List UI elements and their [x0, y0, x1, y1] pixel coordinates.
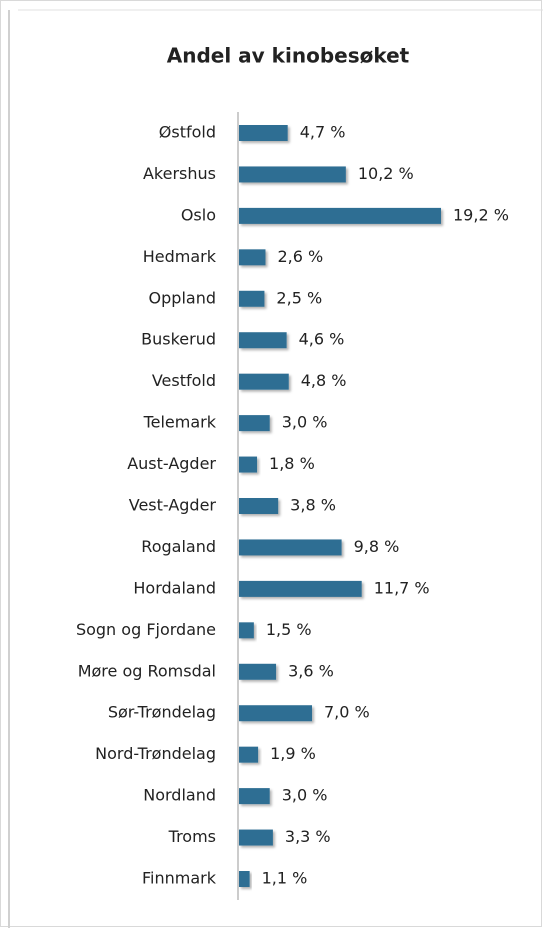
- bar: [239, 580, 362, 597]
- category-label: Oppland: [149, 288, 216, 307]
- category-label: Vest-Agder: [129, 496, 217, 515]
- bar: [239, 166, 346, 183]
- bar: [239, 705, 313, 722]
- bar: [239, 871, 250, 887]
- value-label: 3,8 %: [290, 496, 336, 515]
- bar: [239, 249, 266, 266]
- category-label: Oslo: [181, 205, 216, 224]
- value-label: 1,9 %: [270, 744, 316, 763]
- bar: [239, 332, 287, 349]
- bar: [239, 788, 270, 805]
- category-label: Hordaland: [133, 578, 216, 597]
- bar: [239, 622, 254, 639]
- bar: [239, 207, 441, 224]
- category-label: Møre og Romsdal: [78, 661, 216, 680]
- bar: [239, 663, 277, 680]
- value-label: 4,8 %: [301, 371, 347, 390]
- value-label: 3,0 %: [282, 413, 328, 432]
- value-label: 4,6 %: [299, 330, 345, 349]
- value-label: 1,5 %: [266, 620, 312, 639]
- bar: [239, 746, 259, 763]
- category-label: Hedmark: [143, 247, 217, 266]
- bar: [239, 498, 279, 514]
- value-label: 9,8 %: [354, 537, 400, 556]
- category-label: Telemark: [143, 413, 217, 432]
- value-label: 2,6 %: [277, 247, 323, 266]
- value-label: 3,3 %: [285, 827, 331, 846]
- value-label: 1,8 %: [269, 454, 315, 473]
- value-label: 19,2 %: [453, 205, 509, 224]
- chart-title: Andel av kinobesøket: [167, 44, 410, 68]
- value-label: 11,7 %: [374, 578, 430, 597]
- category-label: Akershus: [143, 164, 216, 183]
- category-label: Nord-Trøndelag: [95, 744, 216, 763]
- bar: [239, 415, 270, 432]
- category-label: Troms: [168, 827, 216, 846]
- category-label: Sogn og Fjordane: [76, 620, 216, 639]
- category-label: Vestfold: [152, 371, 216, 390]
- bar: [239, 456, 258, 473]
- category-label: Finnmark: [142, 869, 217, 888]
- bar: [239, 539, 342, 556]
- value-label: 4,7 %: [300, 123, 346, 142]
- bar: [239, 373, 289, 390]
- category-label: Østfold: [159, 123, 216, 142]
- category-label: Buskerud: [141, 330, 216, 349]
- bar: [239, 125, 288, 141]
- category-label: Sør-Trøndelag: [108, 703, 216, 722]
- value-label: 1,1 %: [262, 869, 308, 888]
- value-label: 3,6 %: [288, 661, 334, 680]
- bar: [239, 290, 265, 307]
- value-label: 10,2 %: [358, 164, 414, 183]
- category-label: Rogaland: [141, 537, 216, 556]
- bar: [239, 829, 273, 846]
- category-label: Aust-Agder: [127, 454, 216, 473]
- value-label: 7,0 %: [324, 703, 370, 722]
- value-label: 2,5 %: [276, 288, 322, 307]
- value-label: 3,0 %: [282, 786, 328, 805]
- category-label: Nordland: [143, 786, 216, 805]
